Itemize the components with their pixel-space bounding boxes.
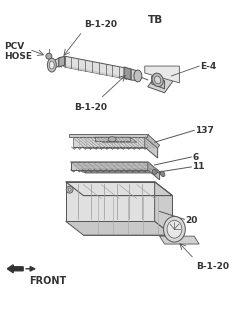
Ellipse shape [164, 216, 185, 242]
Ellipse shape [49, 61, 54, 69]
Polygon shape [69, 134, 148, 137]
Text: 137: 137 [195, 126, 214, 135]
Polygon shape [95, 137, 137, 142]
Polygon shape [145, 134, 160, 148]
Polygon shape [73, 137, 158, 148]
Text: TB: TB [148, 14, 163, 25]
Ellipse shape [152, 169, 157, 174]
Text: FRONT: FRONT [29, 276, 66, 286]
Ellipse shape [155, 76, 161, 84]
Text: B-1-20: B-1-20 [196, 262, 229, 271]
Ellipse shape [66, 186, 73, 193]
Polygon shape [160, 236, 199, 244]
Polygon shape [71, 162, 160, 172]
Polygon shape [65, 56, 126, 79]
Ellipse shape [47, 58, 56, 72]
Text: 6: 6 [192, 153, 198, 162]
Ellipse shape [152, 73, 163, 87]
Polygon shape [131, 69, 138, 81]
Text: 20: 20 [185, 216, 198, 225]
Ellipse shape [108, 137, 116, 142]
Polygon shape [95, 137, 130, 141]
Polygon shape [145, 66, 179, 83]
Polygon shape [73, 137, 145, 147]
Polygon shape [65, 65, 126, 79]
Polygon shape [124, 67, 131, 80]
Polygon shape [53, 57, 61, 69]
Text: PCV
HOSE: PCV HOSE [4, 42, 32, 61]
Polygon shape [145, 137, 158, 158]
Ellipse shape [68, 188, 71, 191]
Polygon shape [155, 182, 173, 235]
Polygon shape [66, 182, 155, 221]
Polygon shape [71, 162, 148, 170]
Polygon shape [152, 76, 165, 89]
Text: 11: 11 [192, 163, 205, 172]
Text: B-1-20: B-1-20 [84, 20, 118, 29]
Polygon shape [148, 162, 160, 180]
Polygon shape [59, 56, 65, 67]
Ellipse shape [167, 220, 182, 238]
Text: E-4: E-4 [200, 61, 216, 70]
Text: B-1-20: B-1-20 [74, 103, 108, 112]
Polygon shape [148, 73, 175, 93]
Polygon shape [83, 196, 173, 235]
Polygon shape [66, 221, 173, 235]
Ellipse shape [46, 53, 52, 59]
Ellipse shape [134, 70, 142, 82]
Ellipse shape [160, 171, 165, 177]
FancyArrow shape [7, 265, 23, 273]
